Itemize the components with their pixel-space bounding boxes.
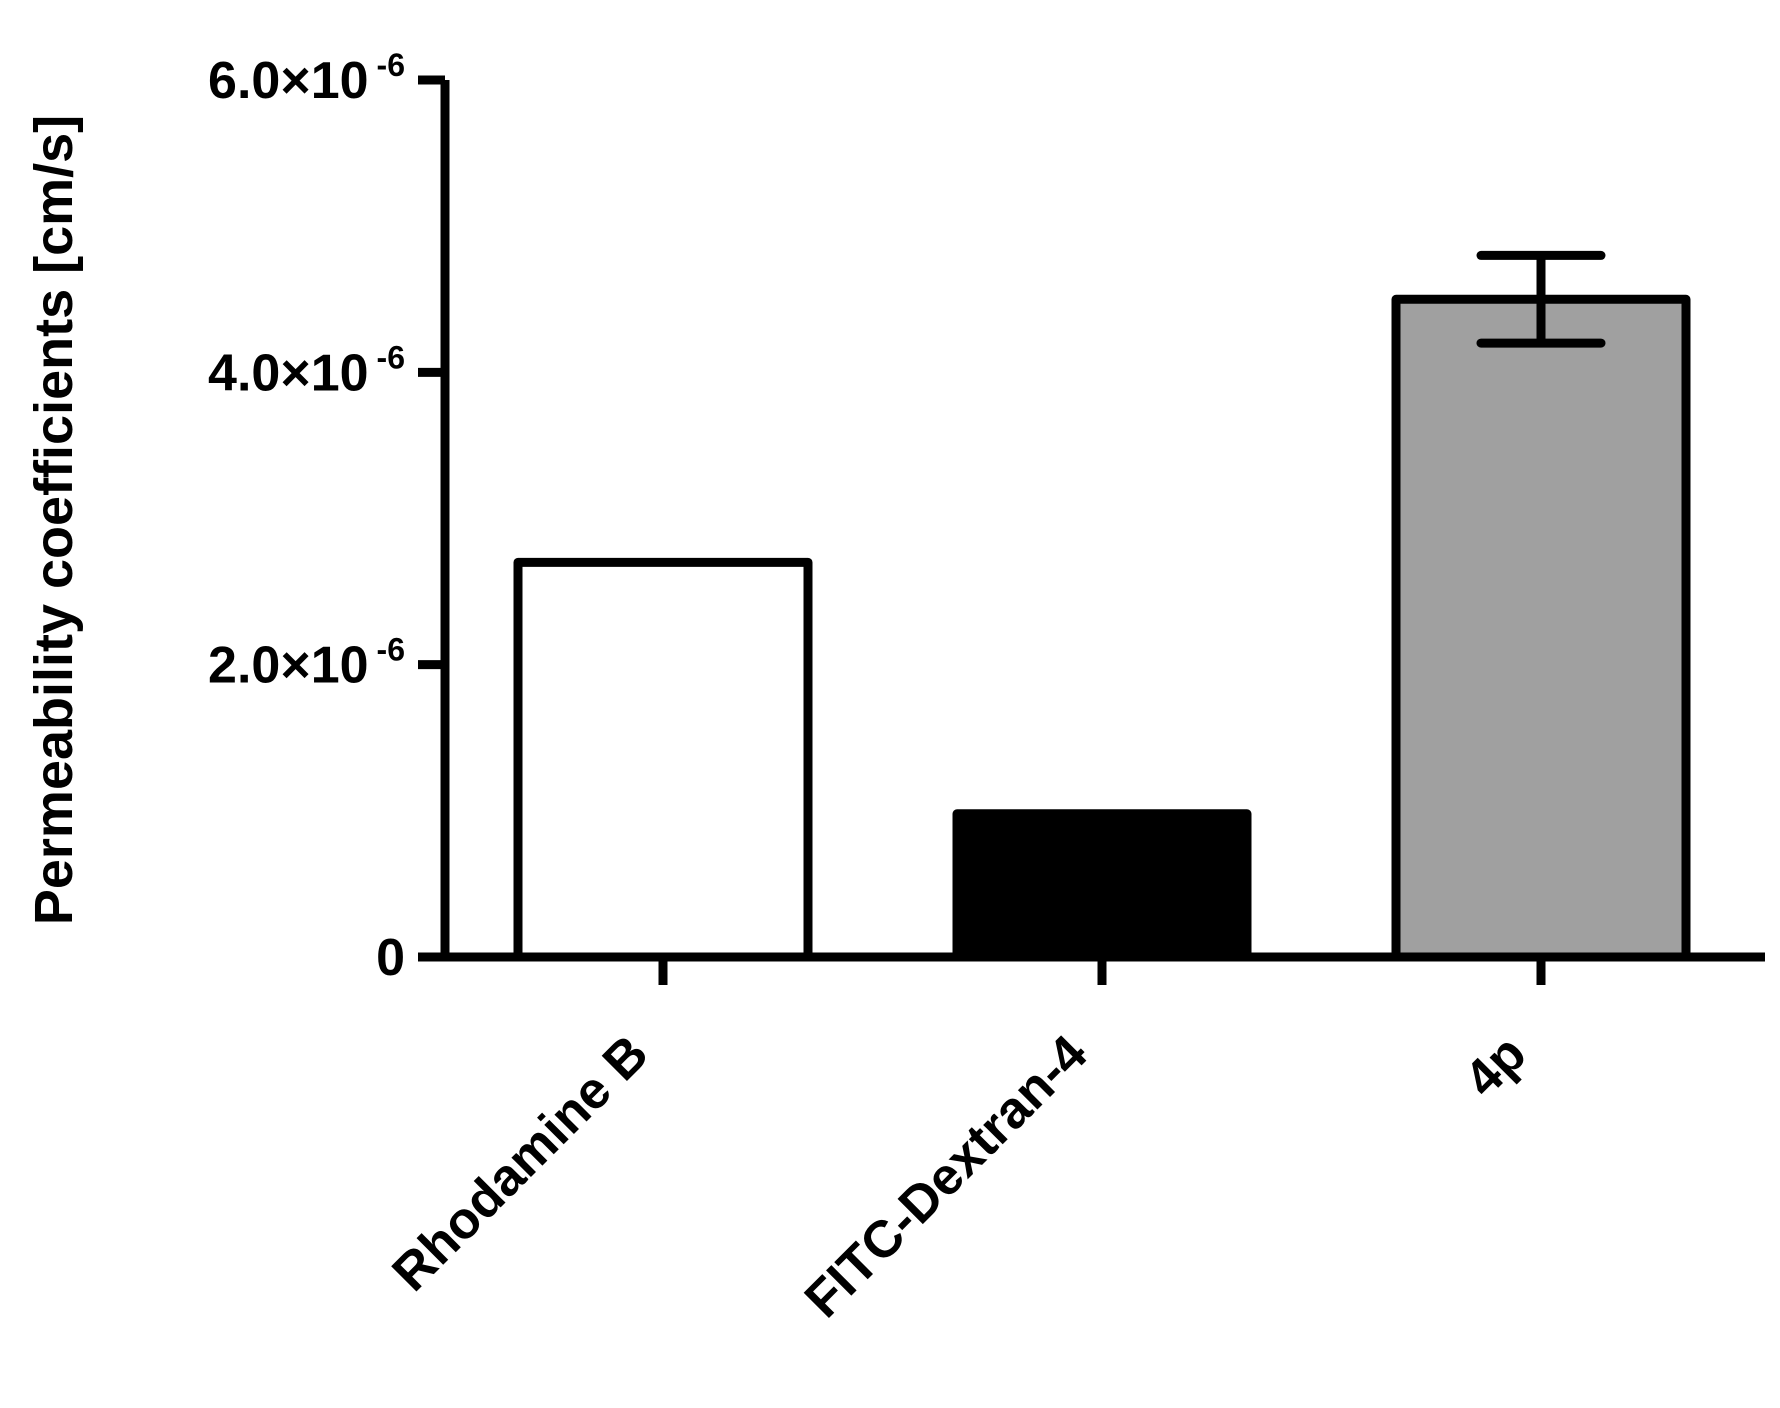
bars-group (513, 294, 1691, 962)
y-axis-label: Permeability coefficients [cm/s] (24, 115, 84, 925)
bar-fitc-dextran-4 (952, 809, 1252, 962)
x-tick-label: FITC-Dextran-4 (794, 1024, 1099, 1329)
x-ticks-group: Rhodamine B FITC-Dextran-4 4p (381, 957, 1546, 1329)
error-bars-group (1476, 250, 1606, 348)
y-axis-label-group: Permeability coefficients [cm/s] (24, 115, 84, 925)
bar-4p (1391, 294, 1691, 962)
y-tick-label: 6.0×10 -6 (208, 47, 405, 110)
y-ticks-group: 0 2.0×10 -6 4.0×10 -6 6.0×10 -6 (208, 47, 445, 987)
bar-rhodamine-b (513, 557, 813, 962)
y-tick-label: 2.0×10 -6 (208, 632, 405, 695)
y-tick-label: 4.0×10 -6 (208, 339, 405, 402)
x-tick-label: Rhodamine B (381, 1024, 659, 1302)
x-tick-label: 4p (1454, 1024, 1538, 1108)
y-tick-label: 0 (376, 929, 405, 987)
